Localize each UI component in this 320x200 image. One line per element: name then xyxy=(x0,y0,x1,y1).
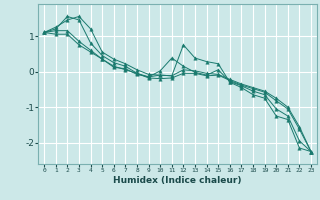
X-axis label: Humidex (Indice chaleur): Humidex (Indice chaleur) xyxy=(113,176,242,185)
